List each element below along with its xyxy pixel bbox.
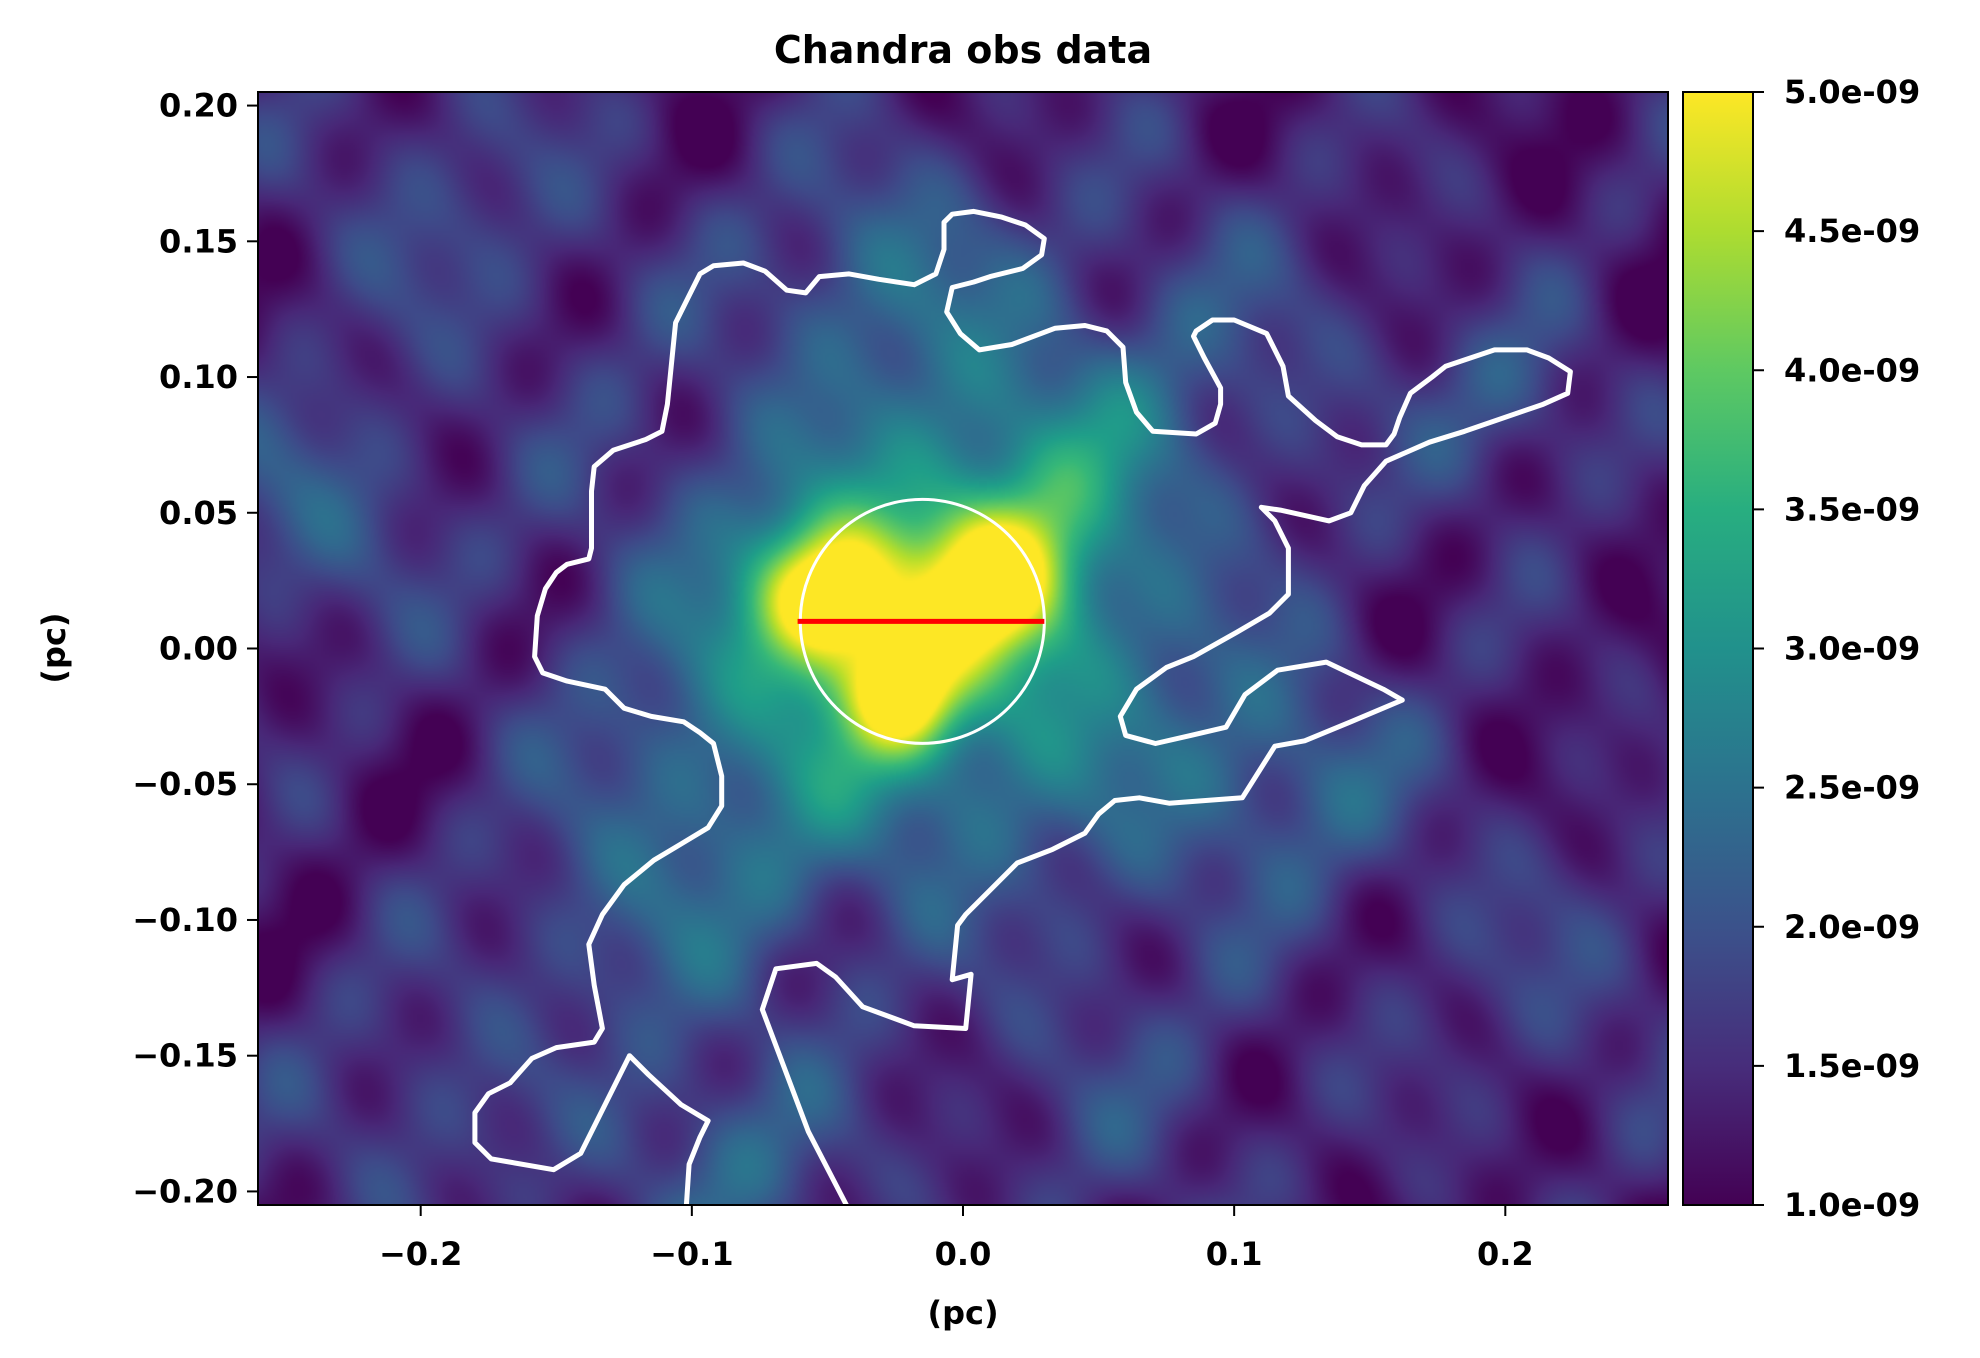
y-tick-label: −0.10: [132, 901, 238, 939]
y-tick-label: −0.15: [132, 1037, 238, 1075]
chart-title: Chandra obs data: [774, 28, 1152, 72]
x-tick-label: 0.1: [1206, 1235, 1263, 1273]
contour-line: [472, 208, 1573, 1205]
colorbar-tick-label: 2.0e-09: [1784, 908, 1920, 946]
colorbar-tick-label: 2.5e-09: [1784, 769, 1920, 807]
y-tick-label: 0.00: [159, 630, 238, 668]
y-axis-label: (pc): [35, 612, 73, 683]
overlay-layer: [472, 208, 1573, 1205]
y-tick-label: 0.10: [159, 358, 238, 396]
x-tick-label: −0.1: [650, 1235, 734, 1273]
y-tick-label: −0.05: [132, 765, 238, 803]
colorbar-tick-label: 5.0e-09: [1784, 73, 1920, 111]
heatmap-image: [258, 92, 1668, 1205]
y-tick-label: 0.05: [159, 494, 238, 532]
colorbar-tick-label: 3.5e-09: [1784, 490, 1920, 528]
colorbar-tick-label: 1.5e-09: [1784, 1047, 1920, 1085]
y-tick-label: 0.15: [159, 222, 238, 260]
y-tick-label: 0.20: [159, 87, 238, 125]
x-axis-ticks: −0.2 −0.1 0.0 0.1 0.2: [379, 1205, 1534, 1273]
x-axis-label: (pc): [927, 1294, 998, 1332]
x-tick-label: 0.2: [1477, 1235, 1534, 1273]
x-tick-label: 0.0: [935, 1235, 992, 1273]
colorbar-tick-label: 4.5e-09: [1784, 212, 1920, 250]
heatmap-plot-area: [258, 92, 1668, 1205]
colorbar-ticks: 1.0e-09 1.5e-09 2.0e-09 2.5e-09 3.0e-09 3.5e-…: [1753, 73, 1920, 1224]
colorbar-tick-label: 4.0e-09: [1784, 351, 1920, 389]
x-tick-label: −0.2: [379, 1235, 463, 1273]
y-axis-ticks: 0.20 0.15 0.10 0.05 0.00 −0.05 −0.10 −0.15 −0.20: [132, 87, 258, 1210]
y-tick-label: −0.20: [132, 1172, 238, 1210]
colorbar-tick-label: 1.0e-09: [1784, 1186, 1920, 1224]
colorbar: [1682, 91, 1754, 1206]
colorbar-tick-label: 3.0e-09: [1784, 630, 1920, 668]
